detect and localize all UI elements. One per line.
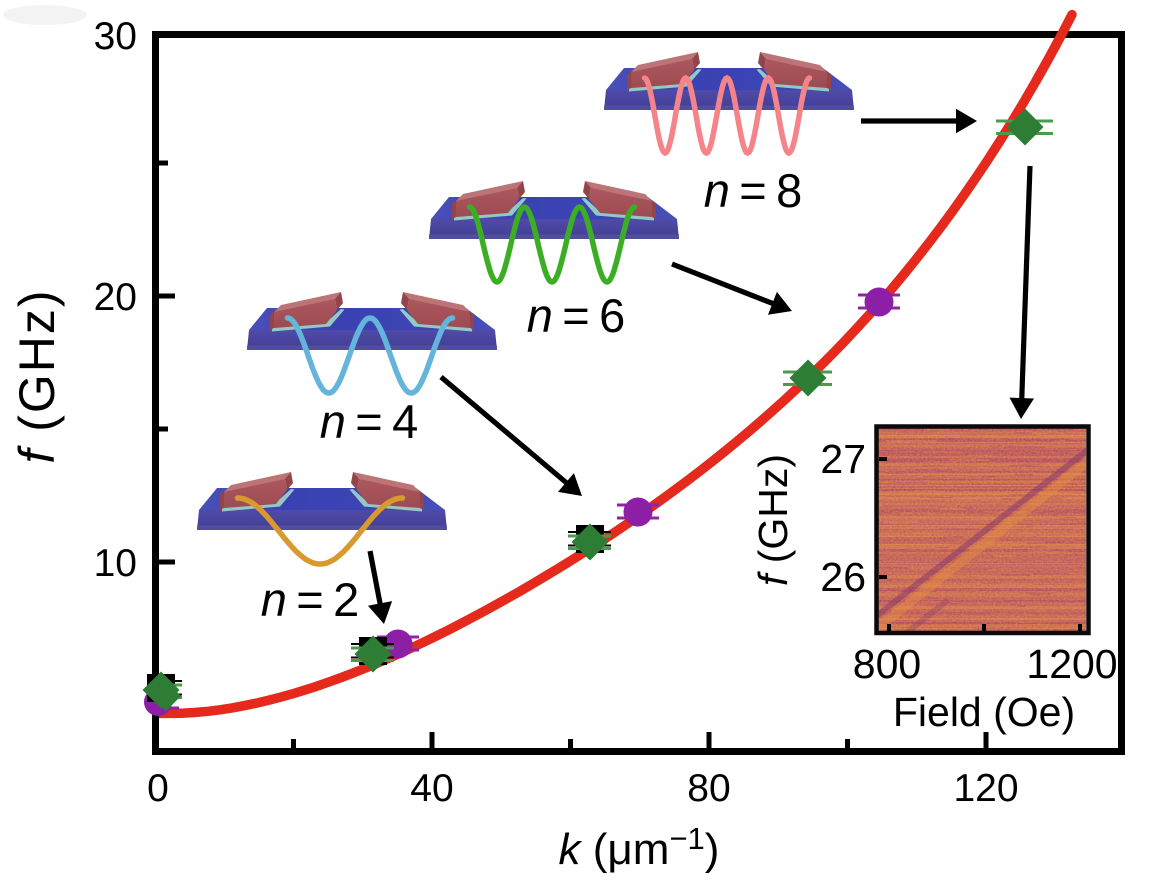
svg-text:120: 120 <box>953 767 1018 810</box>
svg-text:40: 40 <box>410 767 453 810</box>
svg-text:30: 30 <box>94 15 137 58</box>
svg-text:f (GHz): f (GHz) <box>9 288 65 463</box>
svg-text:1200: 1200 <box>1026 641 1117 687</box>
svg-text:n = 2: n = 2 <box>261 573 360 626</box>
svg-text:Field (Oe): Field (Oe) <box>893 689 1075 735</box>
svg-text:80: 80 <box>687 767 730 810</box>
svg-text:n = 4: n = 4 <box>320 395 419 448</box>
svg-text:10: 10 <box>94 542 137 585</box>
svg-text:0: 0 <box>147 767 169 810</box>
svg-text:n = 6: n = 6 <box>527 289 626 342</box>
svg-text:800: 800 <box>853 641 921 687</box>
svg-text:f (GHz): f (GHz) <box>750 454 796 586</box>
svg-text:n = 8: n = 8 <box>704 164 803 217</box>
svg-text:27: 27 <box>820 436 866 482</box>
svg-text:20: 20 <box>94 276 137 319</box>
svg-text:26: 26 <box>820 554 866 600</box>
